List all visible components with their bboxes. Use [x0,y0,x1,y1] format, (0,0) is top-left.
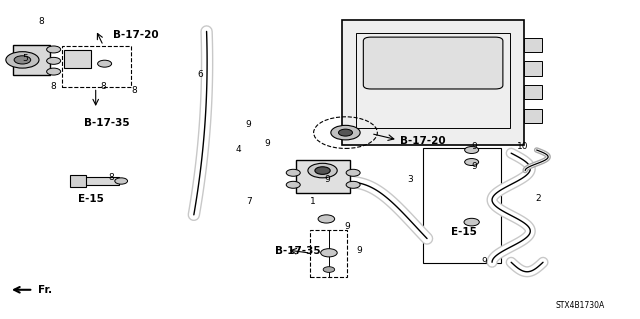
Text: B-17-20: B-17-20 [113,30,159,40]
Circle shape [6,52,39,68]
Text: STX4B1730A: STX4B1730A [556,301,605,310]
Text: 7: 7 [246,197,252,206]
Circle shape [318,215,335,223]
Text: 8: 8 [100,82,106,91]
Text: 6: 6 [197,70,203,79]
Text: 8: 8 [131,86,137,95]
Text: 8: 8 [51,82,56,91]
Bar [524,109,541,123]
Circle shape [315,167,330,174]
Text: 4: 4 [236,145,241,154]
Text: 8: 8 [38,18,44,26]
Circle shape [331,125,360,140]
Circle shape [98,60,111,67]
Circle shape [47,68,61,75]
Circle shape [47,46,61,53]
Text: B-17-20: B-17-20 [399,136,445,145]
Bar [356,33,510,128]
Text: 9: 9 [481,257,487,266]
Bar [342,20,524,145]
Circle shape [339,129,353,136]
Text: 2: 2 [535,194,541,203]
Circle shape [464,218,479,226]
Text: 8: 8 [108,173,114,182]
Circle shape [346,181,360,188]
Circle shape [465,146,479,153]
Bar [524,62,541,76]
Text: 9: 9 [471,142,477,151]
Text: 10: 10 [517,142,529,151]
Circle shape [14,56,31,64]
Text: Fr.: Fr. [38,285,52,295]
Text: 9: 9 [265,138,271,148]
Circle shape [346,169,360,176]
Circle shape [465,159,479,166]
Bar [310,230,348,277]
Circle shape [286,181,300,188]
Bar [62,46,131,87]
Bar [70,175,86,187]
FancyBboxPatch shape [364,37,503,89]
Circle shape [308,163,337,178]
Circle shape [323,267,335,272]
Circle shape [321,249,337,257]
Circle shape [47,57,61,64]
Bar [13,45,50,75]
Circle shape [286,169,300,176]
Text: 9: 9 [246,120,252,129]
Bar [84,177,119,185]
Text: B-17-35: B-17-35 [275,246,321,256]
Text: E-15: E-15 [451,227,477,237]
Text: 9: 9 [471,162,477,171]
Text: E-15: E-15 [78,194,104,204]
Text: 9: 9 [356,246,362,255]
Text: 1: 1 [310,197,316,206]
Bar [524,38,541,52]
Bar [524,85,541,100]
Text: 5: 5 [23,54,28,63]
Bar [64,50,91,69]
Text: 9: 9 [324,174,330,184]
Text: 9: 9 [344,222,349,231]
Text: B-17-35: B-17-35 [84,118,130,128]
Circle shape [115,178,127,184]
Bar [296,160,350,193]
Bar [423,148,501,263]
Text: 3: 3 [408,174,413,184]
